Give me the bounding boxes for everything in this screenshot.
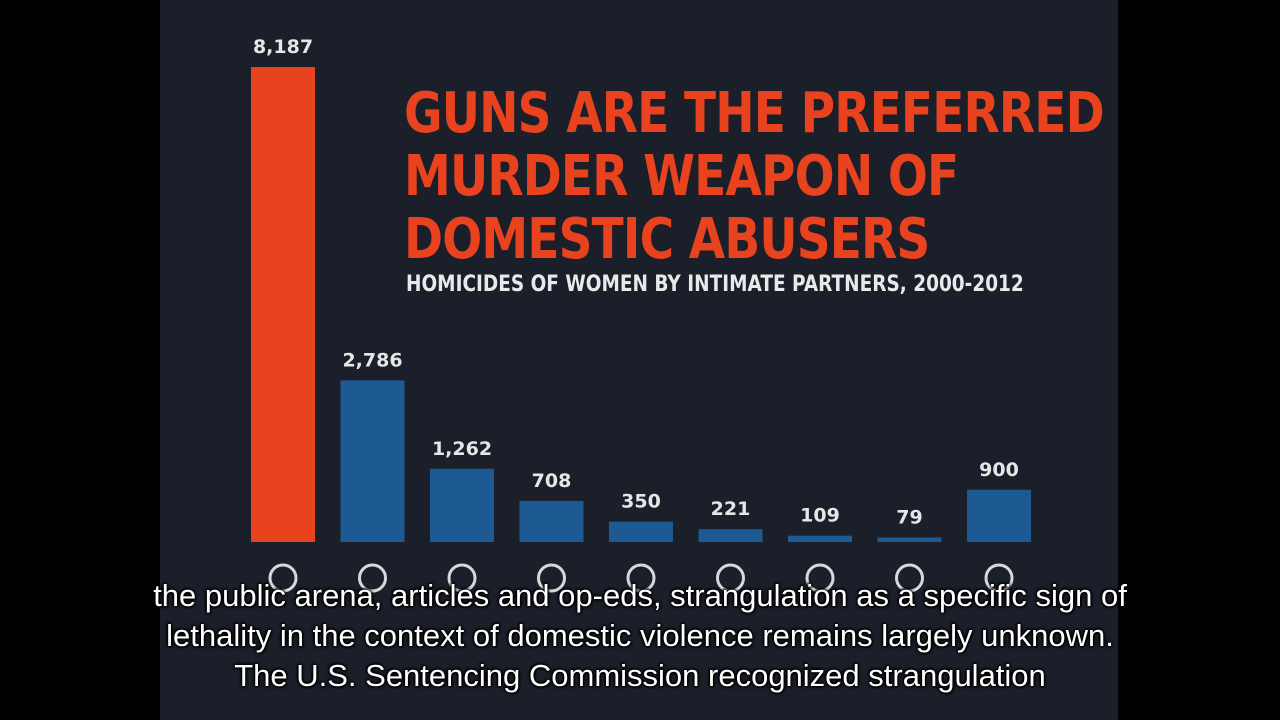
gun-icon	[268, 563, 298, 593]
value-label-8: 900	[979, 459, 1019, 481]
subtitle-caption-line-3: The U.S. Sentencing Commission recognize…	[234, 658, 1046, 693]
bar-6	[788, 535, 852, 542]
value-label-0: 8,187	[253, 36, 313, 58]
subtitle-caption-line-2: lethality in the context of domestic vio…	[166, 618, 1114, 653]
knife-icon	[358, 563, 387, 593]
drowning-icon	[895, 563, 924, 593]
bar-7	[877, 537, 942, 542]
chart-subtitle: HOMICIDES OF WOMEN BY INTIMATE PARTNERS,…	[406, 272, 1024, 297]
bar-5	[698, 529, 763, 542]
value-label-1: 2,786	[342, 349, 402, 371]
other-icon	[984, 563, 1014, 593]
value-label-5: 221	[711, 498, 751, 520]
foot-icon	[626, 563, 656, 593]
value-label-2: 1,262	[432, 438, 492, 460]
bar-3	[519, 500, 584, 542]
title-line-3: DOMESTIC ABUSERS	[404, 207, 930, 272]
bar-1	[340, 380, 405, 542]
fist-icon	[447, 563, 477, 593]
fire-icon	[805, 563, 835, 593]
hammer-icon	[537, 563, 566, 593]
bar-4	[609, 521, 673, 542]
value-label-4: 350	[621, 491, 661, 513]
title-line-2: MURDER WEAPON OF	[404, 144, 959, 209]
subtitle-caption-line-1: the public arena, articles and op-eds, s…	[153, 578, 1127, 613]
video-frame	[160, 0, 1118, 720]
bar-0	[251, 67, 315, 542]
bar-2	[430, 468, 494, 542]
chart-title: GUNS ARE THE PREFERRED MURDER WEAPON OF …	[404, 81, 1105, 272]
value-label-7: 79	[896, 506, 922, 528]
value-label-3: 708	[532, 470, 572, 492]
bar-8	[967, 489, 1031, 542]
poison-icon	[716, 563, 745, 593]
title-line-1: GUNS ARE THE PREFERRED	[404, 81, 1105, 146]
value-label-6: 109	[800, 505, 840, 527]
